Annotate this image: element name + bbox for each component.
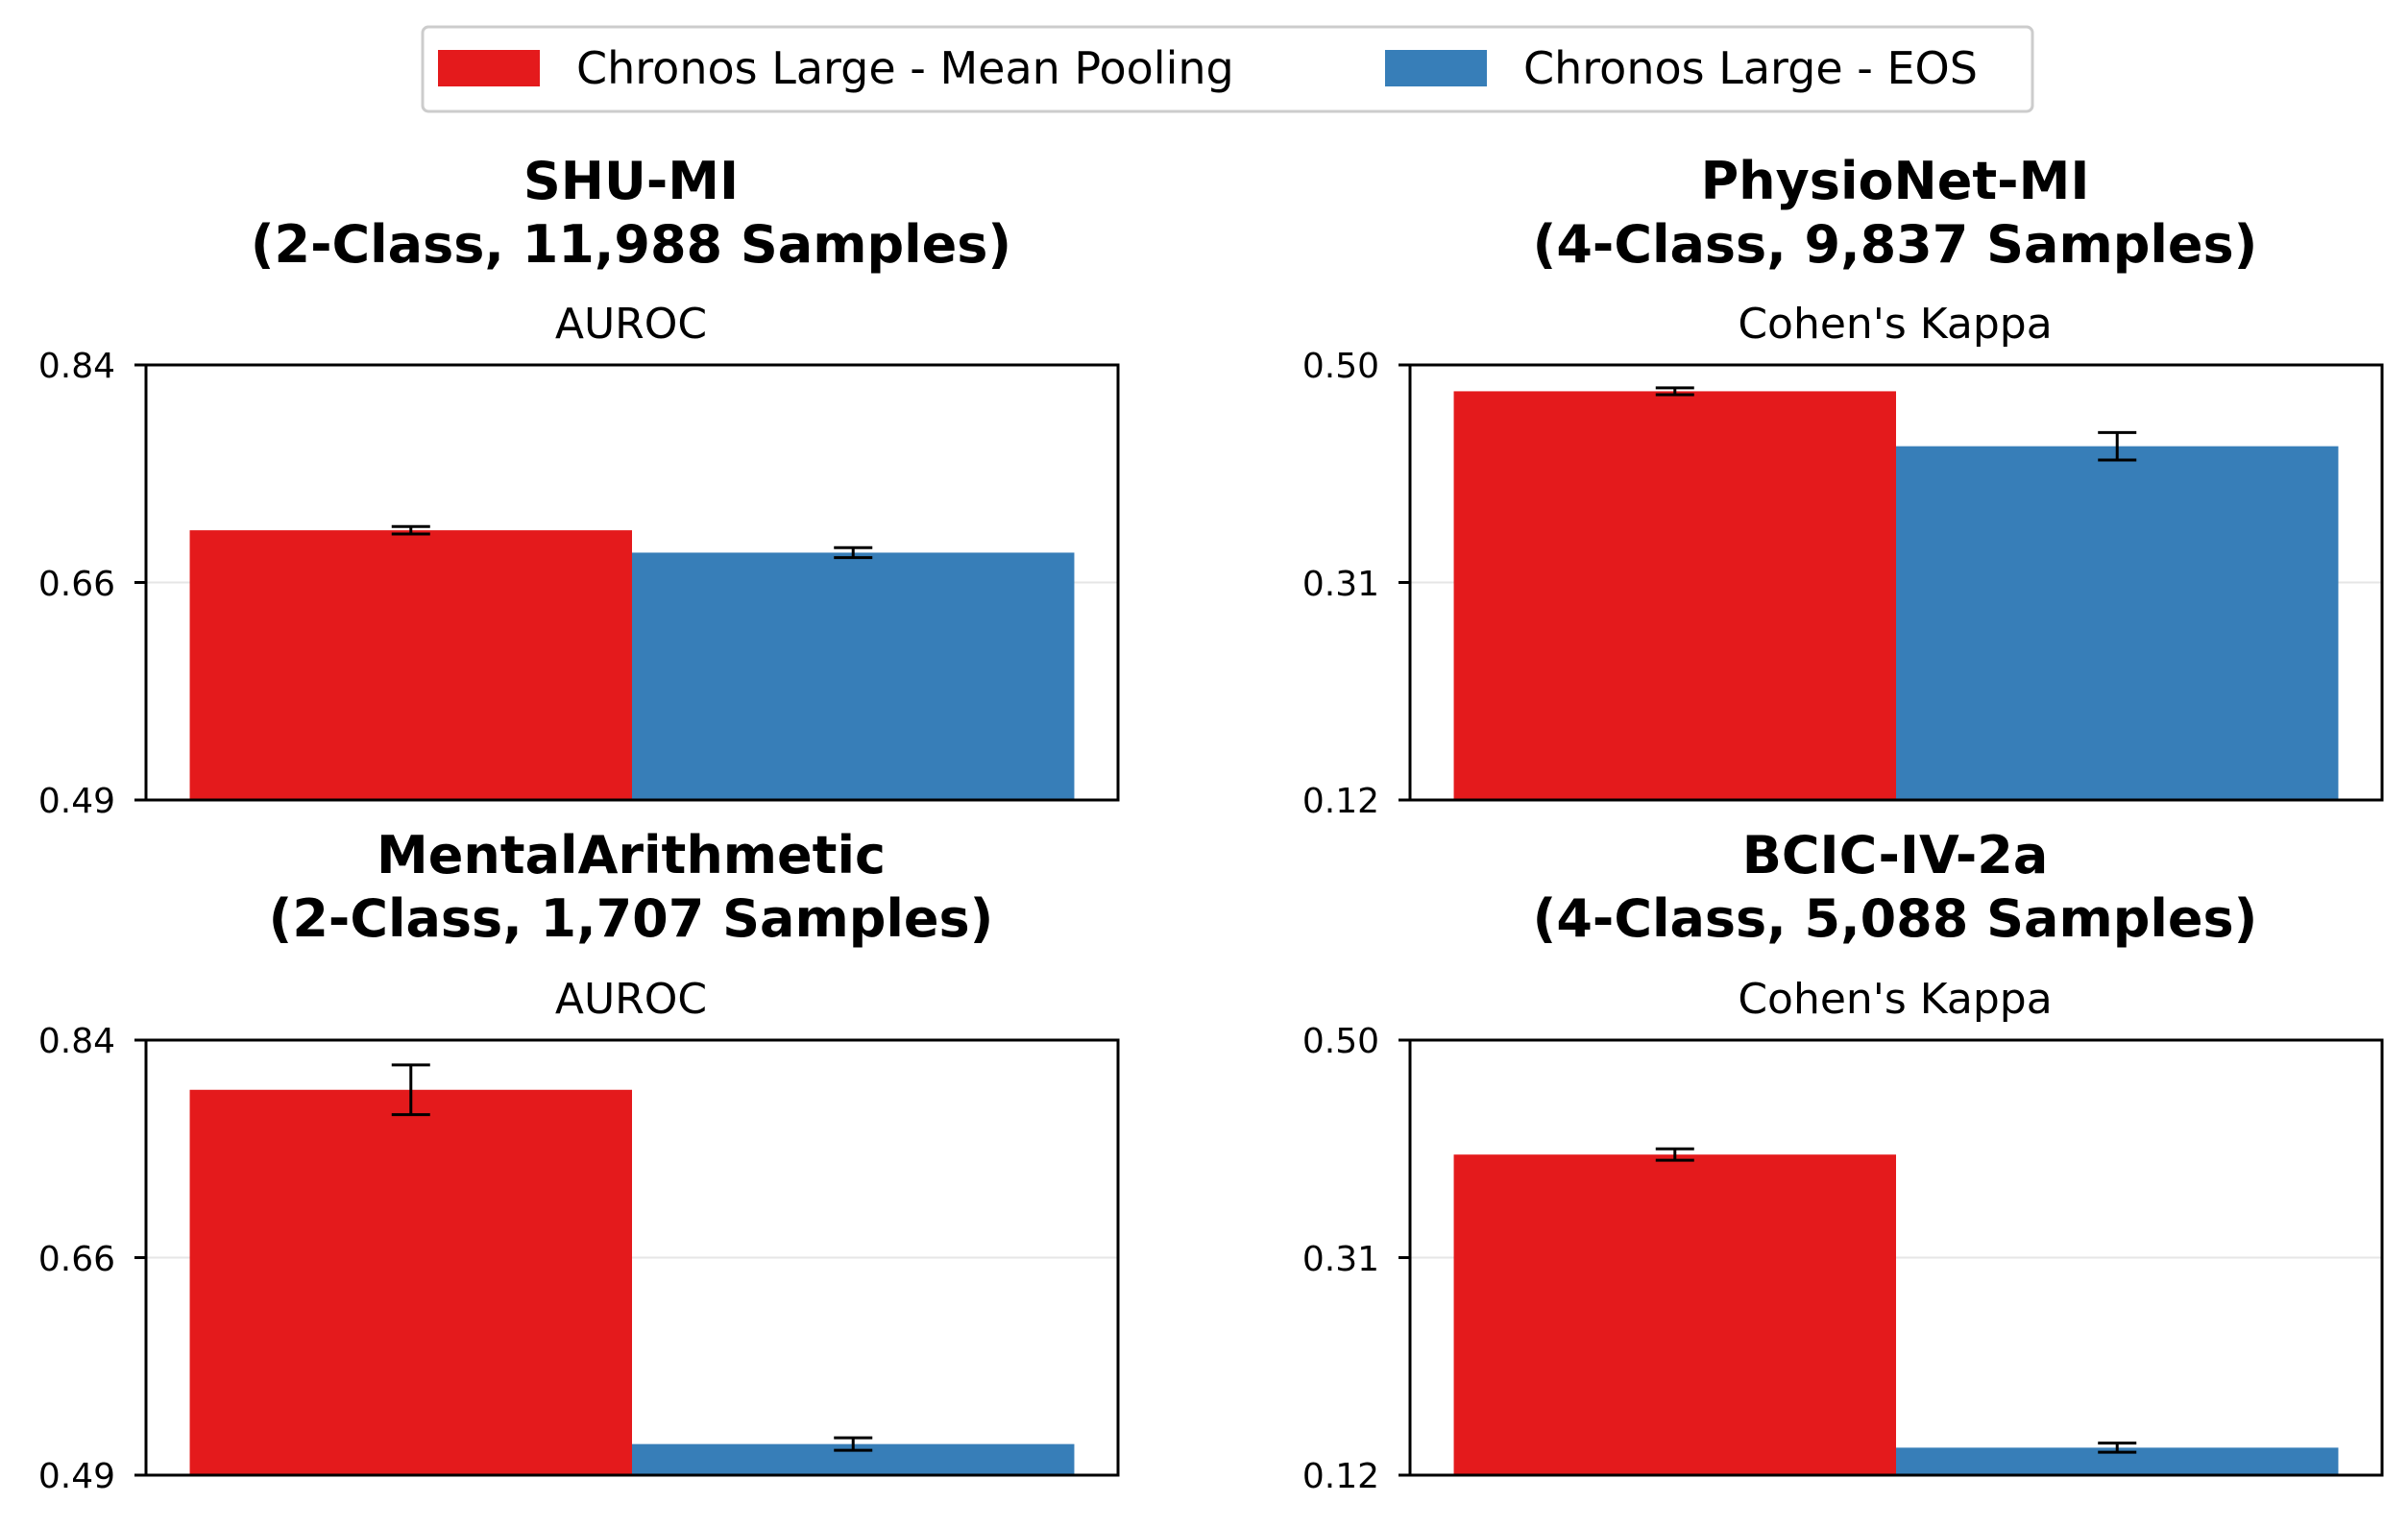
panel-title: MentalArithmetic bbox=[377, 825, 886, 885]
legend-frame bbox=[421, 25, 2034, 113]
legend-swatch-eos bbox=[1385, 50, 1487, 86]
legend-label-mean-pooling: Chronos Large - Mean Pooling bbox=[576, 42, 1234, 94]
y-tick-label-mid: 0.66 bbox=[38, 1240, 115, 1279]
bar-mean-pooling bbox=[1453, 391, 1896, 800]
y-tick-label-bottom: 0.49 bbox=[38, 1457, 115, 1496]
y-tick-label-top: 0.50 bbox=[1302, 347, 1379, 386]
y-tick-label-top: 0.84 bbox=[38, 347, 115, 386]
legend-swatch-mean-pooling bbox=[438, 50, 540, 86]
panel-title-detail: (4-Class, 5,088 Samples) bbox=[1533, 888, 2258, 949]
y-tick-label-top: 0.84 bbox=[38, 1022, 115, 1061]
panel-title: PhysioNet-MI bbox=[1701, 151, 2090, 211]
panel-metric-label: Cohen's Kappa bbox=[1738, 300, 2052, 349]
panel-title-detail: (2-Class, 1,707 Samples) bbox=[269, 888, 994, 949]
y-tick-label-mid: 0.31 bbox=[1302, 565, 1379, 604]
panel-title: BCIC-IV-2a bbox=[1742, 825, 2049, 885]
panel-title-detail: (4-Class, 9,837 Samples) bbox=[1533, 214, 2258, 275]
panel-metric-label: Cohen's Kappa bbox=[1738, 975, 2052, 1024]
y-tick-label-bottom: 0.49 bbox=[38, 782, 115, 821]
bar-mean-pooling bbox=[189, 1089, 633, 1475]
panel-title: SHU-MI bbox=[523, 151, 739, 211]
legend: Chronos Large - Mean Pooling Chronos Lar… bbox=[421, 25, 2034, 113]
y-tick-label-bottom: 0.12 bbox=[1302, 1457, 1379, 1496]
panel-metric-label: AUROC bbox=[555, 300, 707, 349]
y-tick-label-top: 0.50 bbox=[1302, 1022, 1379, 1061]
bar-eos bbox=[632, 552, 1075, 800]
panel-shu-mi: SHU-MI (2-Class, 11,988 Samples) AUROC 0… bbox=[38, 151, 1120, 821]
panel-physionet-mi: PhysioNet-MI (4-Class, 9,837 Samples) Co… bbox=[1302, 151, 2384, 821]
bar-mean-pooling bbox=[1453, 1154, 1896, 1475]
panel-bcic-iv-2a: BCIC-IV-2a (4-Class, 5,088 Samples) Cohe… bbox=[1302, 825, 2384, 1496]
panel-mental-arithmetic: MentalArithmetic (2-Class, 1,707 Samples… bbox=[38, 825, 1120, 1496]
panel-metric-label: AUROC bbox=[555, 975, 707, 1024]
bar-eos bbox=[1896, 446, 2339, 800]
y-tick-label-mid: 0.66 bbox=[38, 565, 115, 604]
legend-label-eos: Chronos Large - EOS bbox=[1523, 42, 1978, 94]
bar-mean-pooling bbox=[189, 530, 633, 800]
y-tick-label-mid: 0.31 bbox=[1302, 1240, 1379, 1279]
panel-title-detail: (2-Class, 11,988 Samples) bbox=[251, 214, 1011, 275]
y-tick-label-bottom: 0.12 bbox=[1302, 782, 1379, 821]
